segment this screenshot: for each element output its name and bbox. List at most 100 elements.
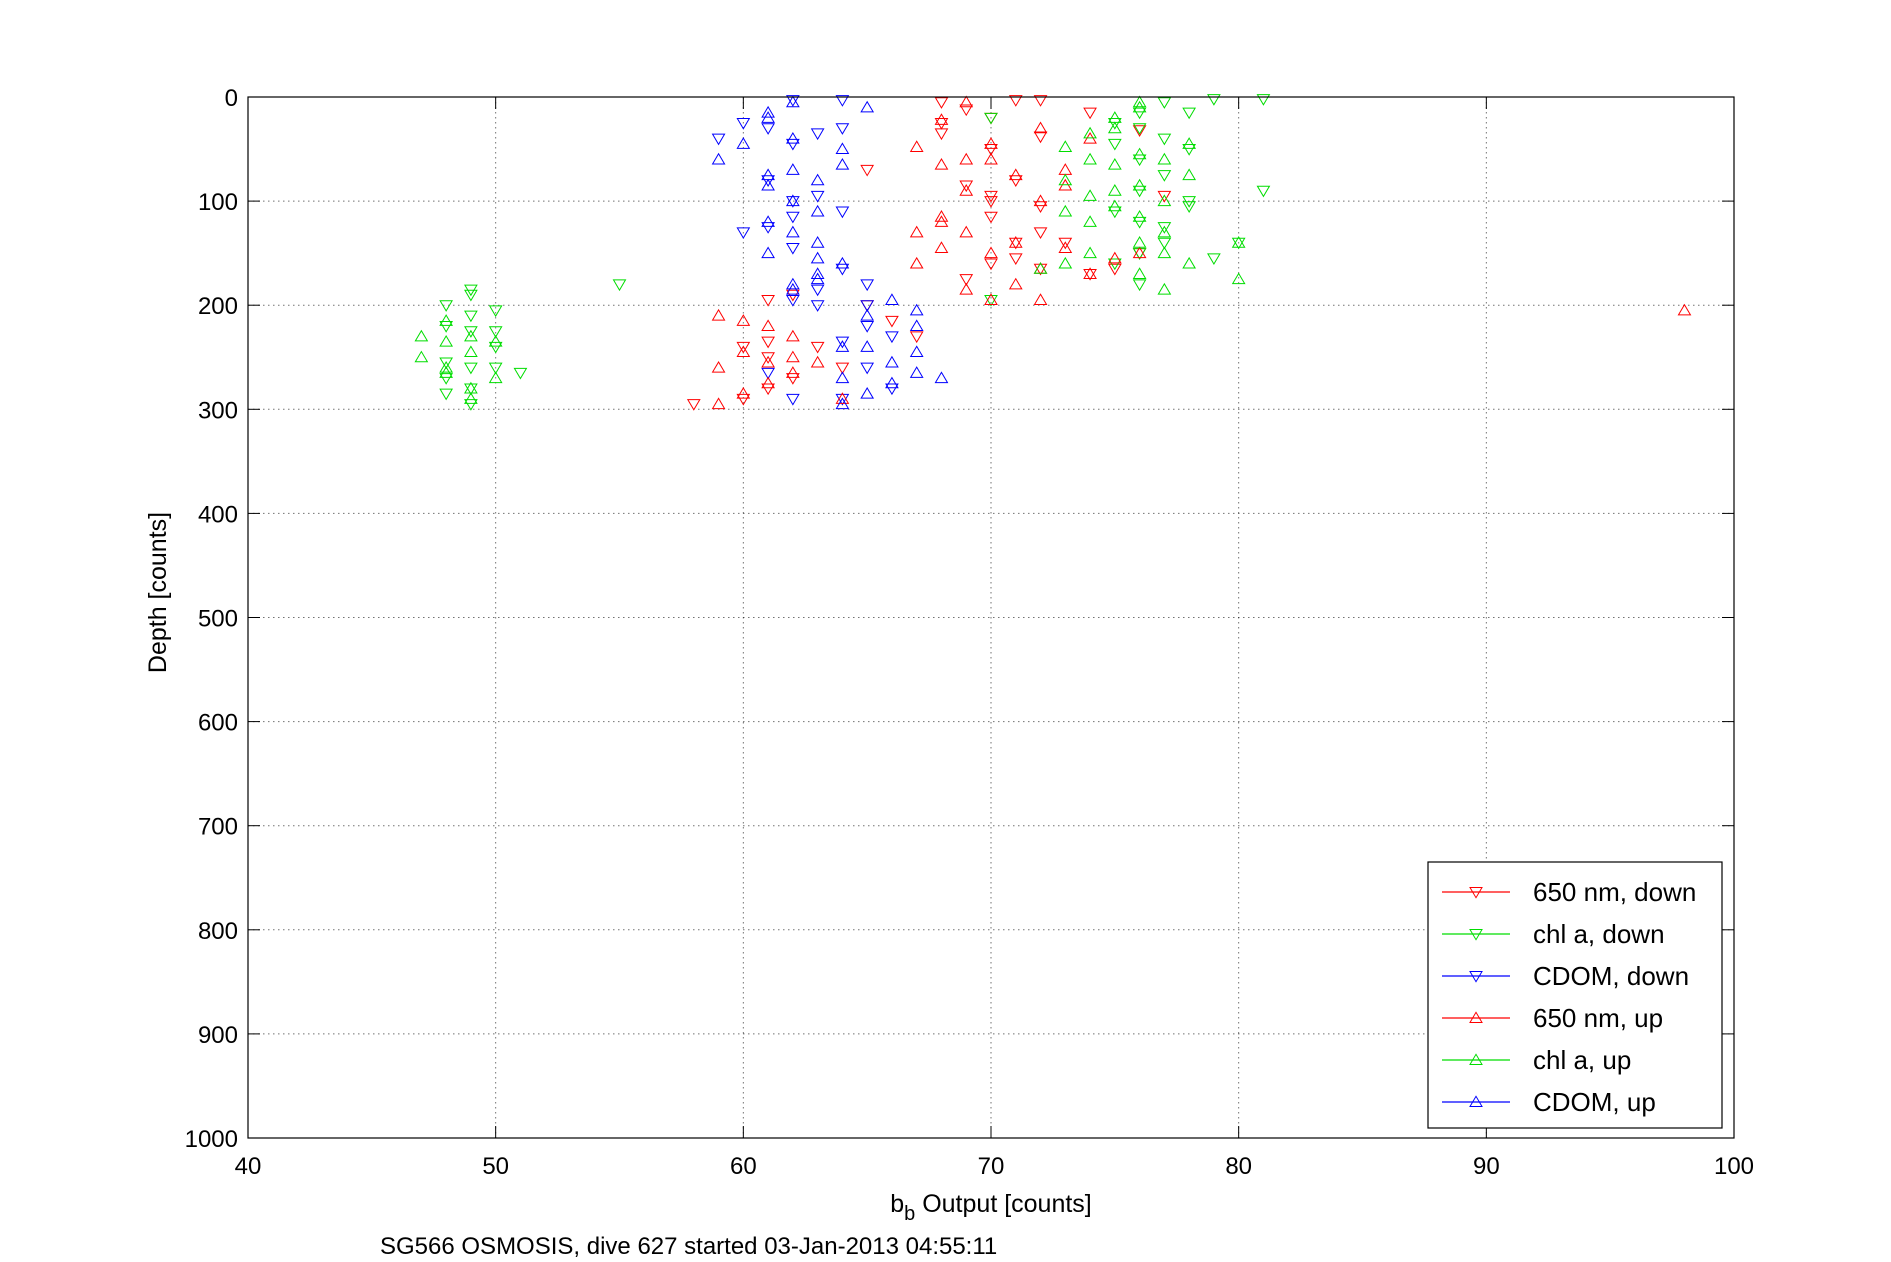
- legend-item: 650 nm, up: [1442, 1003, 1663, 1033]
- data-point: [1033, 293, 1048, 305]
- data-point: [909, 345, 924, 358]
- data-point: [810, 236, 825, 248]
- data-point: [860, 321, 875, 333]
- data-point: [761, 123, 775, 135]
- y-tick-label: 400: [198, 501, 238, 528]
- legend-label: 650 nm, down: [1533, 877, 1696, 907]
- data-point: [860, 386, 875, 399]
- data-point: [984, 258, 998, 271]
- series-5: [711, 95, 949, 410]
- data-point: [1083, 267, 1097, 279]
- data-point: [439, 373, 454, 385]
- data-point: [909, 140, 924, 152]
- data-point: [1058, 173, 1073, 186]
- data-point: [909, 319, 924, 332]
- data-point: [785, 277, 800, 290]
- data-point: [959, 104, 974, 117]
- data-point: [885, 383, 899, 396]
- data-point: [1157, 225, 1172, 238]
- data-point: [1058, 241, 1073, 253]
- y-tick-label: 600: [198, 710, 238, 737]
- data-point: [1157, 190, 1172, 203]
- data-point: [909, 225, 924, 238]
- data-point: [1231, 272, 1246, 285]
- data-point: [1132, 107, 1147, 120]
- data-point: [736, 118, 751, 130]
- data-point: [860, 300, 875, 312]
- data-point: [1107, 184, 1122, 196]
- data-point: [488, 334, 503, 347]
- data-point: [1157, 152, 1172, 165]
- data-point: [1008, 175, 1023, 187]
- data-point: [984, 211, 998, 224]
- data-point: [736, 386, 751, 399]
- data-point: [1033, 194, 1048, 207]
- data-point: [1677, 303, 1692, 316]
- y-tick-label: 200: [198, 293, 238, 320]
- data-point: [885, 315, 899, 328]
- data-point: [835, 206, 850, 219]
- data-point: [835, 157, 850, 170]
- y-tick-label: 700: [198, 814, 238, 841]
- y-tick-label: 800: [198, 918, 238, 945]
- data-point: [736, 393, 751, 406]
- data-point: [1107, 199, 1122, 212]
- data-point: [1157, 246, 1172, 259]
- data-point: [439, 321, 454, 333]
- data-point: [810, 251, 825, 264]
- data-point: [885, 293, 899, 305]
- data-point: [835, 123, 850, 135]
- data-point: [1033, 262, 1048, 274]
- x-axis-label-rest: Output [counts]: [915, 1190, 1092, 1218]
- data-point: [860, 308, 875, 321]
- data-point: [1207, 94, 1221, 106]
- data-point: [711, 133, 726, 146]
- figure-caption: SG566 OSMOSIS, dive 627 started 03-Jan-2…: [380, 1233, 997, 1260]
- x-tick-label: 60: [730, 1153, 757, 1180]
- data-point: [909, 366, 924, 378]
- legend-label: chl a, up: [1533, 1045, 1631, 1075]
- data-point: [835, 95, 850, 107]
- data-point: [860, 279, 875, 292]
- data-point: [984, 137, 998, 149]
- data-point: [439, 360, 454, 373]
- legend-marker: [1469, 1053, 1483, 1065]
- legend-item: 650 nm, down: [1442, 877, 1696, 907]
- data-point: [1107, 118, 1122, 130]
- data-point: [810, 204, 825, 217]
- legend-item: CDOM, down: [1442, 961, 1689, 991]
- data-point: [785, 294, 800, 307]
- data-point: [785, 131, 800, 144]
- data-point: [785, 329, 800, 342]
- data-point: [1107, 258, 1122, 271]
- data-point: [959, 95, 974, 108]
- data-point: [785, 393, 800, 406]
- legend-label: CDOM, down: [1533, 961, 1689, 991]
- data-point: [1182, 196, 1197, 208]
- legend-label: CDOM, up: [1533, 1087, 1656, 1117]
- legend-box: [1427, 861, 1723, 1129]
- data-point: [835, 371, 850, 384]
- data-point: [785, 350, 800, 363]
- data-point: [1157, 282, 1172, 295]
- data-point: [810, 341, 825, 354]
- data-point: [1008, 168, 1023, 181]
- data-point: [761, 246, 775, 259]
- data-point: [810, 284, 825, 297]
- data-point: [736, 137, 751, 149]
- data-point: [835, 397, 850, 410]
- data-point: [1107, 206, 1122, 219]
- data-point: [464, 326, 478, 338]
- data-point: [464, 289, 478, 302]
- data-point: [439, 357, 454, 370]
- data-point: [984, 294, 998, 307]
- data-point: [835, 142, 850, 155]
- data-point: [860, 100, 875, 113]
- data-point: [959, 184, 974, 196]
- x-tick-label: 70: [978, 1153, 1005, 1180]
- legend-marker: [1469, 971, 1483, 983]
- data-point: [1132, 123, 1147, 135]
- data-point: [909, 331, 924, 344]
- data-point: [761, 352, 775, 364]
- data-point: [959, 180, 974, 193]
